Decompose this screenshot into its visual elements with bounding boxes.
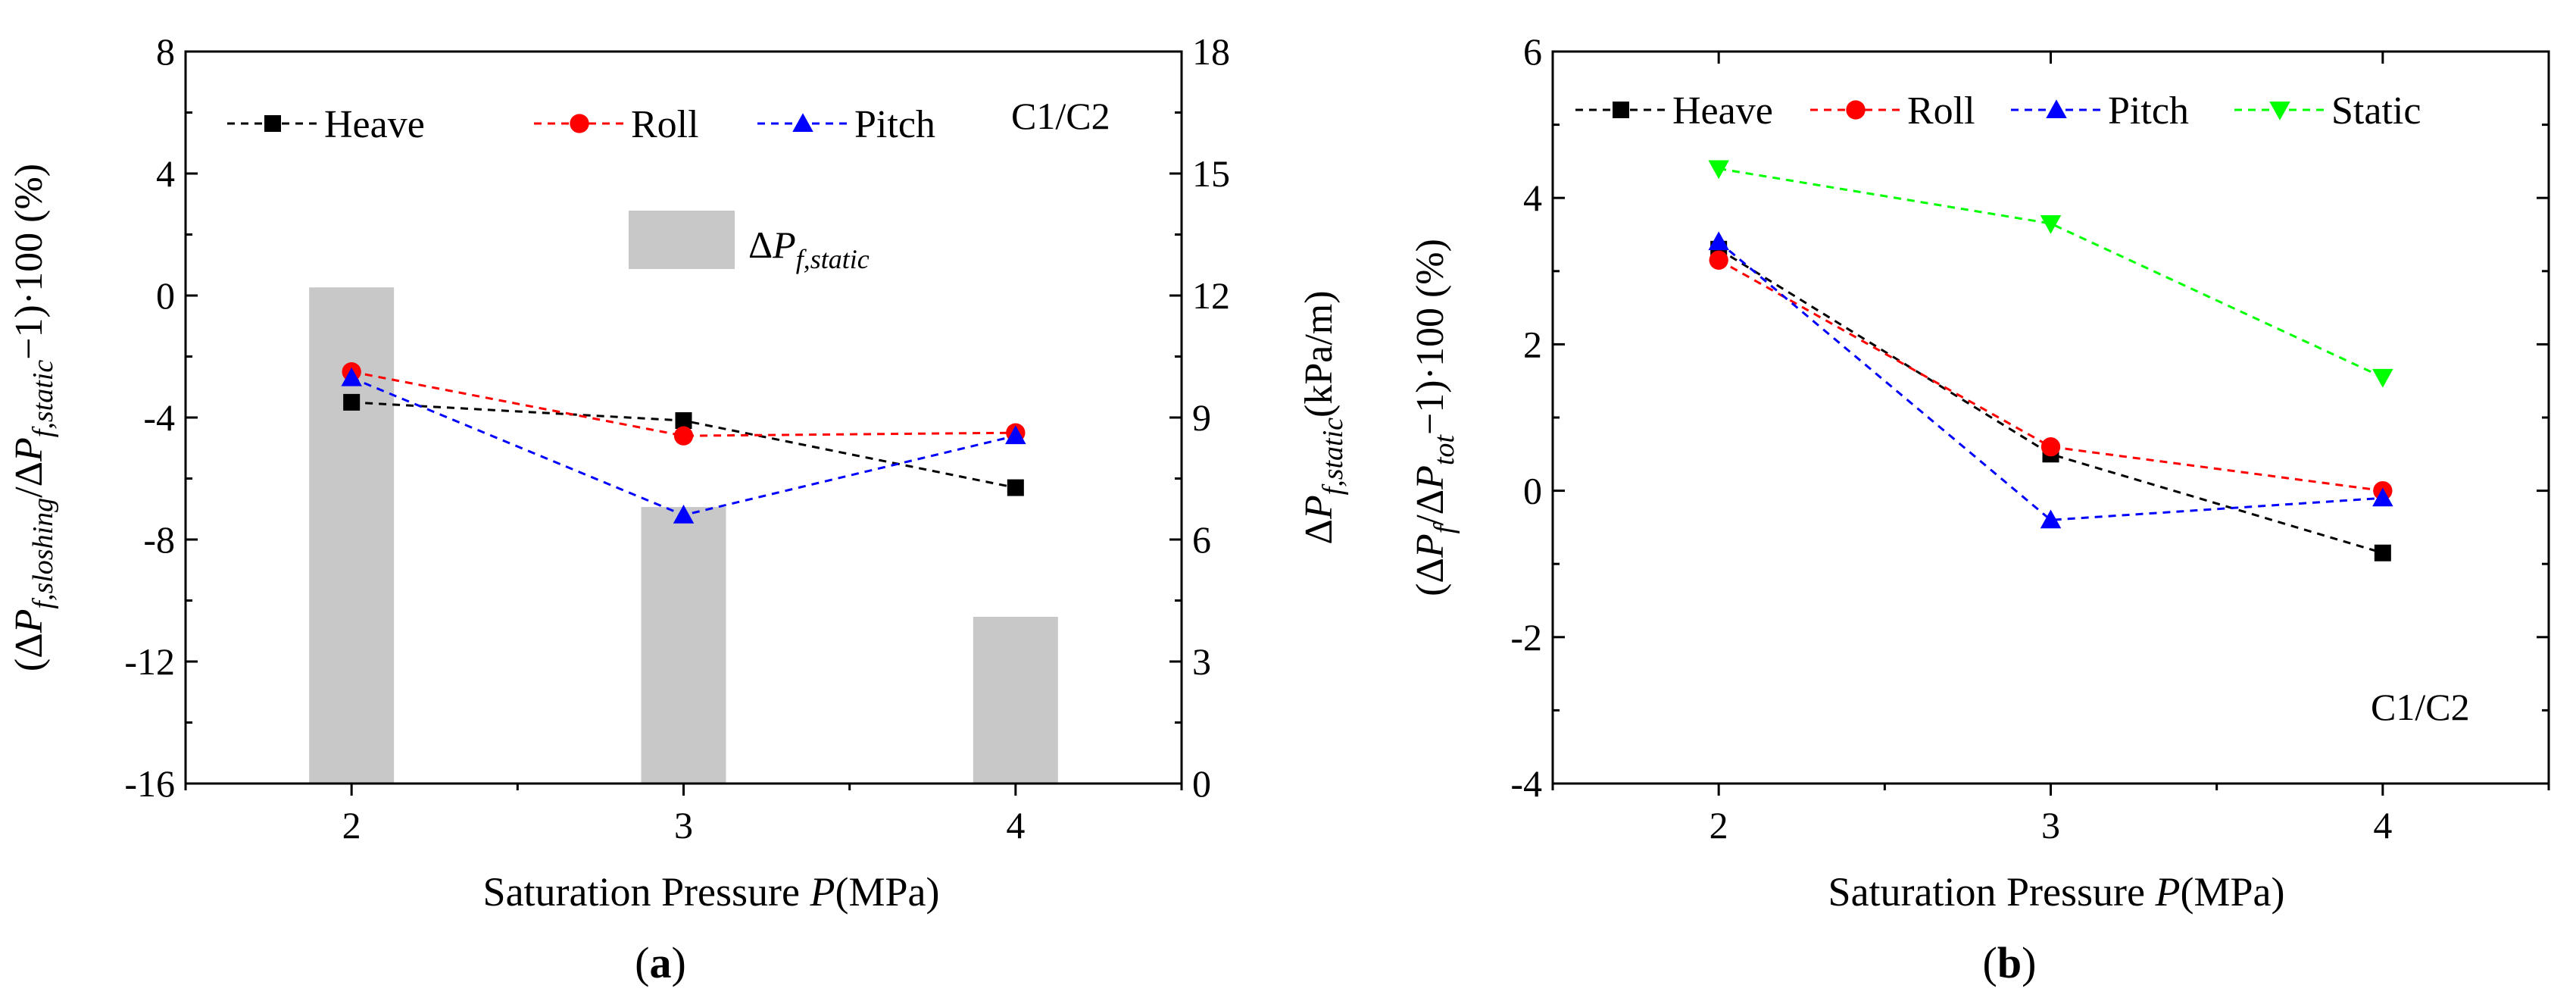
panel-label-b: (b): [1983, 938, 2037, 987]
legend-bar-label: ΔPf,static: [748, 224, 870, 274]
left-tick-label: -16: [124, 762, 175, 805]
panel-label-a: (a): [635, 938, 686, 987]
x-axis-ticks: 2 3 4: [184, 784, 1183, 846]
series-lines: [341, 361, 1026, 524]
bars-static: [309, 287, 1058, 784]
right-tick-label: 12: [1192, 274, 1230, 317]
y-tick-label: 2: [1523, 323, 1542, 365]
x-tick-label: 3: [2041, 804, 2060, 846]
legend-marker-heave: [264, 115, 281, 132]
right-tick-label: 6: [1192, 518, 1211, 561]
legend-marker-pitch: [2046, 99, 2067, 118]
x-axis-label-b: Saturation Pressure P(MPa): [1828, 869, 2285, 915]
right-tick-label: 15: [1192, 152, 1230, 195]
point-roll: [2041, 436, 2061, 457]
series-line-heave: [1718, 248, 2384, 555]
legend-bar-swatch: [629, 211, 735, 269]
point-heave: [2374, 544, 2391, 561]
left-tick-label: -8: [143, 518, 175, 561]
point-pitch: [1005, 425, 1026, 445]
y-axis-ticks-b: -4 -2 0 2 4 6: [1510, 30, 2549, 805]
legend-label-static: Static: [2331, 89, 2421, 133]
y-axis-label-b: (ΔPf/ΔPtot−1)·100 (%): [1409, 239, 1460, 596]
legend-a: Heave Roll Pitch: [227, 103, 935, 146]
legend-b: Heave Roll Pitch Static: [1575, 89, 2421, 133]
legend-marker-heave: [1613, 102, 1629, 118]
left-tick-label: -12: [124, 640, 175, 683]
y-tick-label: -2: [1510, 616, 1542, 658]
x-axis-label-a: Saturation Pressure P(MPa): [483, 869, 940, 915]
y-tick-label: 6: [1523, 30, 1542, 73]
legend-label-roll: Roll: [631, 103, 699, 146]
point-static: [2040, 215, 2062, 234]
right-tick-label: 9: [1192, 396, 1211, 439]
x-tick-label: 2: [1710, 804, 1728, 846]
point-pitch: [341, 367, 362, 386]
left-tick-label: -4: [143, 396, 175, 439]
y-axis-label-left: (ΔPf,sloshing/ΔPf,static−1)·100 (%): [8, 164, 59, 671]
series-line-roll: [351, 371, 1016, 437]
bar-static-3: [641, 507, 726, 784]
legend-label-heave: Heave: [324, 103, 425, 146]
y-tick-label: 4: [1523, 177, 1542, 219]
annotation-a: C1/C2: [1011, 95, 1110, 137]
right-tick-label: 0: [1192, 762, 1211, 805]
left-tick-label: 4: [156, 152, 175, 195]
right-tick-label: 18: [1192, 30, 1230, 73]
legend-marker-roll: [1846, 100, 1866, 120]
series-lines-b: [1708, 160, 2393, 561]
legend-marker-static: [2269, 102, 2290, 120]
series-line-static: [1718, 167, 2384, 379]
legend-label-heave: Heave: [1672, 89, 1773, 133]
point-pitch: [673, 505, 695, 524]
left-tick-label: 8: [156, 30, 175, 73]
point-heave: [1007, 479, 1024, 496]
point-heave: [343, 393, 361, 411]
x-tick-label: 2: [342, 804, 361, 846]
x-tick-label: 3: [674, 804, 693, 846]
point-roll: [1709, 250, 1728, 270]
left-tick-label: 0: [156, 274, 175, 317]
point-pitch: [2372, 487, 2393, 507]
left-axis-ticks: -16 -12 -8 -4 0 4 8: [124, 30, 198, 805]
point-pitch: [2040, 509, 2062, 529]
right-tick-label: 3: [1192, 640, 1211, 683]
point-pitch: [1708, 231, 1729, 251]
legend-label-pitch: Pitch: [854, 103, 935, 146]
series-line-roll: [1718, 259, 2384, 493]
series-line-pitch: [351, 377, 1016, 517]
right-axis-ticks: 0 3 6 9 12 15 18: [1169, 30, 1230, 805]
legend-label-pitch: Pitch: [2108, 89, 2189, 133]
point-roll: [673, 426, 694, 446]
point-static: [1708, 160, 1729, 180]
point-static: [2372, 368, 2393, 388]
x-tick-label: 4: [2373, 804, 2392, 846]
y-axis-label-right: ΔPf,static(kPa/m): [1297, 290, 1349, 544]
legend-marker-pitch: [792, 113, 813, 132]
point-heave: [675, 412, 692, 430]
y-tick-label: 0: [1523, 470, 1542, 512]
legend-label-roll: Roll: [1907, 89, 1975, 133]
x-axis-ticks-b: 2 3 4: [1551, 52, 2550, 846]
x-tick-label: 4: [1006, 804, 1025, 846]
series-line-pitch: [1718, 241, 2383, 521]
bar-static-2: [309, 287, 395, 784]
panel-a: -16 -12 -8 -4 0 4 8 0 3 6 9 12 15 18 2 3 4 Heave Roll Pi…: [8, 30, 1349, 987]
y-tick-label: -4: [1510, 762, 1542, 805]
annotation-b: C1/C2: [2371, 686, 2470, 728]
legend-marker-roll: [570, 114, 589, 133]
plot-frame-b: [1551, 50, 2550, 785]
bar-static-4: [973, 616, 1058, 784]
